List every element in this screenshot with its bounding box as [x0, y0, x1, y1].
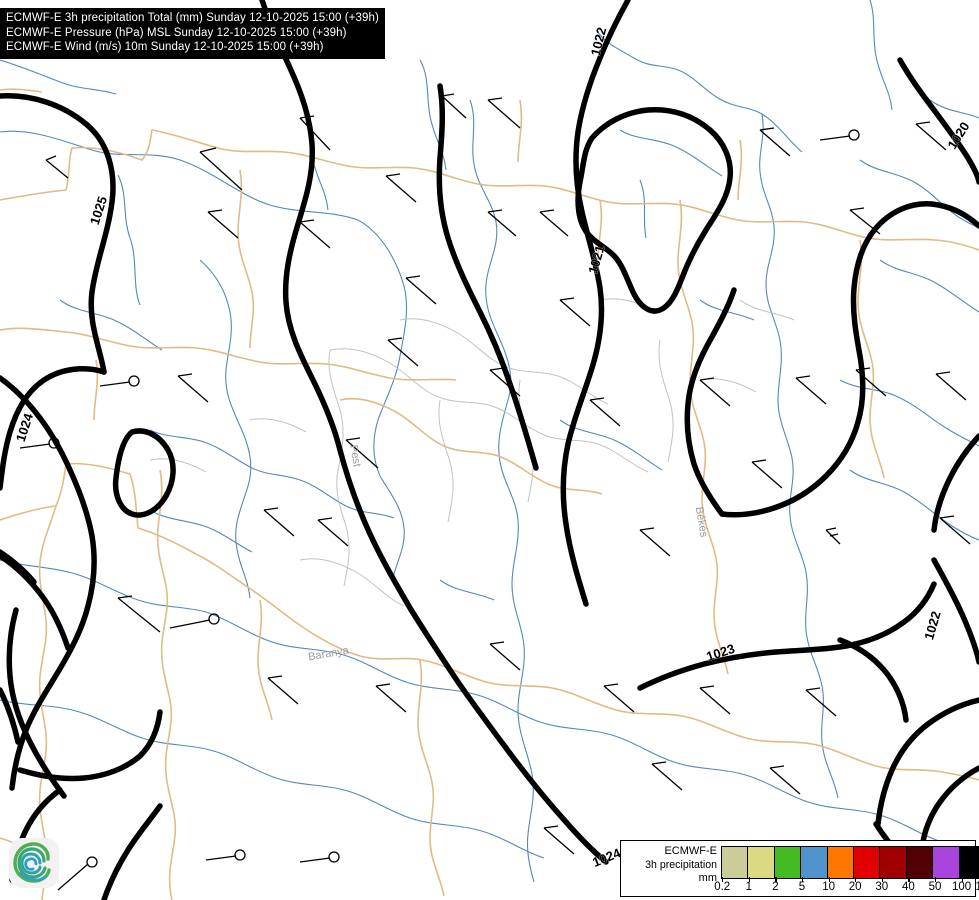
- legend-tick-label: 10: [822, 881, 835, 893]
- cyclone-spiral-logo: [9, 838, 59, 888]
- legend-tick-mark: [908, 877, 910, 882]
- legend-swatch-1: [748, 847, 775, 878]
- legend-parameter: 3h precipitation: [645, 858, 717, 871]
- title-line-pressure: ECMWF-E Pressure (hPa) MSL Sunday 12-10-…: [6, 26, 347, 39]
- legend-tick-mark: [722, 877, 724, 882]
- legend-tick-label: 40: [901, 881, 915, 893]
- legend-swatch-0: [722, 847, 749, 878]
- legend-tick-label: 30: [875, 881, 889, 893]
- legend-tick-mark: [961, 877, 963, 882]
- legend-color-swatches: [721, 846, 979, 879]
- title-block: ECMWF-E 3h precipitation Total (mm) Sund…: [0, 8, 385, 59]
- legend-tick-label: 5: [798, 881, 806, 893]
- legend-tick-mark: [775, 877, 777, 882]
- legend-swatch-7: [906, 847, 934, 878]
- legend-tick-label: 100: [952, 881, 972, 893]
- legend-swatch-3: [801, 847, 828, 878]
- legend-tick-mark: [855, 877, 857, 882]
- legend-tick-label: 0.2: [714, 881, 731, 893]
- legend-tick-mark: [828, 877, 830, 882]
- legend-tick-mark: [881, 877, 883, 882]
- legend-swatch-8: [933, 847, 960, 878]
- legend-swatch-5: [853, 847, 881, 878]
- legend-unit: mm: [698, 872, 717, 884]
- legend-tick-label: 50: [928, 881, 942, 893]
- title-line-wind: ECMWF-E Wind (m/s) 10m Sunday 12-10-2025…: [6, 41, 324, 54]
- legend-swatch-6: [880, 847, 907, 878]
- precipitation-legend: ECMWF-E 3h precipitation mm 0.2 1 2 5 10 20 30…: [620, 840, 979, 897]
- legend-tick-mark: [935, 877, 937, 882]
- legend-tick-labels: 0.2 1 2 5 10 20 30 40 50 1001000: [714, 877, 979, 896]
- legend-swatch-2: [774, 847, 802, 878]
- legend-model: ECMWF-E: [664, 845, 717, 857]
- legend-caption: ECMWF-E 3h precipitation mm: [625, 845, 717, 886]
- legend-swatch-9: [959, 847, 979, 878]
- legend-tick-label: 1000: [975, 881, 979, 893]
- title-line-precipitation: ECMWF-E 3h precipitation Total (mm) Sund…: [6, 12, 379, 24]
- legend-tick-label: 1: [745, 881, 752, 893]
- legend-tick-mark: [802, 877, 804, 882]
- legend-tick-mark: [748, 877, 750, 882]
- legend-swatch-4: [827, 847, 854, 878]
- legend-tick-label: 2: [772, 881, 779, 893]
- legend-tick-label: 20: [848, 881, 862, 893]
